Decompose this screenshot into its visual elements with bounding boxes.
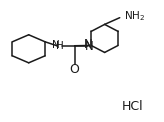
Text: NH$_2$: NH$_2$: [124, 9, 145, 23]
Text: HCl: HCl: [122, 100, 144, 113]
Text: N: N: [85, 40, 94, 53]
Text: H: H: [56, 41, 64, 51]
Text: O: O: [70, 63, 80, 76]
Text: N: N: [52, 40, 60, 50]
Text: N: N: [84, 38, 92, 51]
